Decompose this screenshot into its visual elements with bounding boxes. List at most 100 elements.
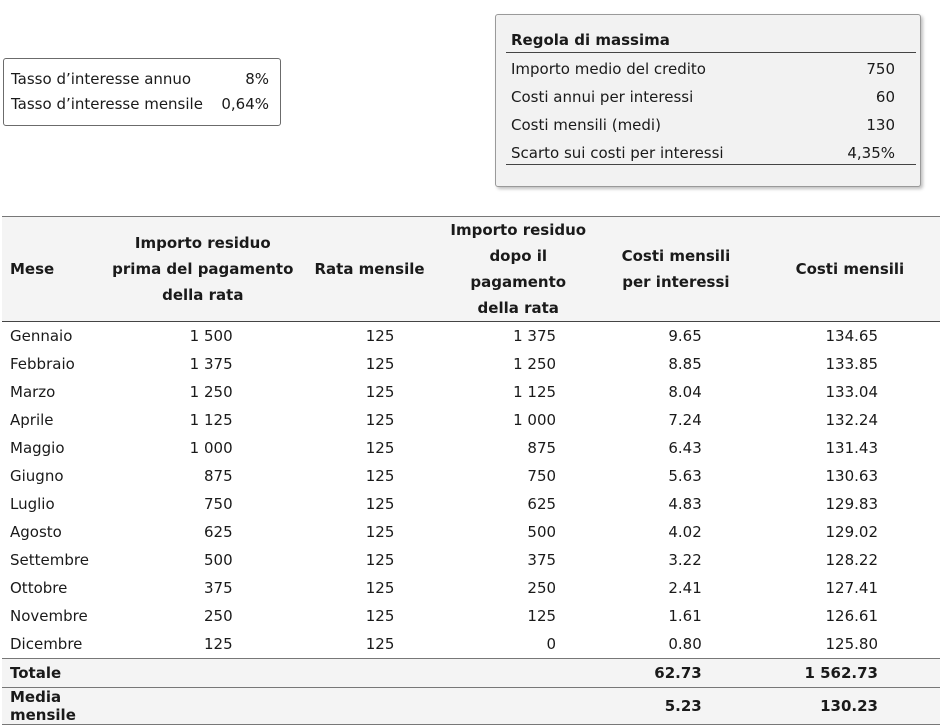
rule-row-label: Importo medio del credito bbox=[511, 60, 706, 78]
balance-before-cell: 1 500 bbox=[189, 327, 233, 345]
rule-row-value: 4,35% bbox=[847, 144, 895, 162]
interest-cell: 4.02 bbox=[668, 523, 702, 541]
balance-before-cell: 1 125 bbox=[189, 411, 233, 429]
costs-cell: 133.85 bbox=[825, 355, 879, 373]
balance-before-cell: 875 bbox=[203, 467, 233, 485]
average-row: Media mensile 5.23 130.23 bbox=[2, 687, 940, 725]
annual-rate-value: 8% bbox=[245, 70, 269, 88]
month-cell: Febbraio bbox=[10, 355, 75, 373]
table-row: Gennaio 1 500 125 1 375 9.65 134.65 bbox=[2, 322, 940, 351]
header-monthly-interest: Costi mensili per interessi bbox=[592, 216, 760, 322]
month-cell: Giugno bbox=[10, 467, 64, 485]
header-line: Costi mensili bbox=[795, 260, 905, 278]
balance-before-cell: 250 bbox=[203, 607, 233, 625]
interest-cell: 0.80 bbox=[668, 635, 702, 653]
monthly-rate-value: 0,64% bbox=[221, 95, 269, 113]
installment-cell: 125 bbox=[365, 327, 395, 345]
table-row: Maggio 1 000 125 875 6.43 131.43 bbox=[2, 434, 940, 462]
table-header-row: Mese Importo residuo prima del pagamento… bbox=[2, 216, 940, 322]
rule-row-value: 750 bbox=[866, 60, 895, 78]
month-cell: Settembre bbox=[10, 551, 89, 569]
interest-cell: 9.65 bbox=[668, 327, 702, 345]
interest-cell: 7.24 bbox=[668, 411, 702, 429]
total-empty bbox=[110, 658, 295, 688]
installment-cell: 125 bbox=[365, 355, 395, 373]
month-cell: Novembre bbox=[10, 607, 88, 625]
header-line: per interessi bbox=[622, 273, 730, 291]
header-line: Rata mensile bbox=[314, 260, 425, 278]
installment-cell: 125 bbox=[365, 607, 395, 625]
installment-cell: 125 bbox=[365, 635, 395, 653]
balance-after-cell: 1 000 bbox=[513, 411, 557, 429]
month-cell: Luglio bbox=[10, 495, 55, 513]
table-row: Marzo 1 250 125 1 125 8.04 133.04 bbox=[2, 378, 940, 406]
table-row: Novembre 250 125 125 1.61 126.61 bbox=[2, 602, 940, 630]
month-cell: Dicembre bbox=[10, 635, 83, 653]
month-cell: Ottobre bbox=[10, 579, 68, 597]
interest-cell: 2.41 bbox=[668, 579, 702, 597]
table-row: Aprile 1 125 125 1 000 7.24 132.24 bbox=[2, 406, 940, 434]
balance-before-cell: 1 375 bbox=[189, 355, 233, 373]
balance-after-cell: 125 bbox=[527, 607, 557, 625]
table-row: Ottobre 375 125 250 2.41 127.41 bbox=[2, 574, 940, 602]
costs-cell: 133.04 bbox=[825, 383, 879, 401]
interest-cell: 1.61 bbox=[668, 607, 702, 625]
header-monthly-costs: Costi mensili bbox=[759, 216, 940, 322]
rule-row-label: Scarto sui costi per interessi bbox=[511, 144, 724, 162]
costs-cell: 126.61 bbox=[825, 607, 879, 625]
installment-cell: 125 bbox=[365, 411, 395, 429]
balance-after-cell: 250 bbox=[527, 579, 557, 597]
rule-title-divider bbox=[506, 52, 916, 53]
interest-cell: 6.43 bbox=[668, 439, 702, 457]
balance-after-cell: 1 250 bbox=[513, 355, 557, 373]
balance-before-cell: 625 bbox=[203, 523, 233, 541]
month-cell: Aprile bbox=[10, 411, 54, 429]
average-interest: 5.23 bbox=[592, 687, 760, 725]
balance-after-cell: 625 bbox=[527, 495, 557, 513]
costs-cell: 129.83 bbox=[825, 495, 879, 513]
total-row: Totale 62.73 1 562.73 bbox=[2, 658, 940, 688]
costs-cell: 134.65 bbox=[825, 327, 879, 345]
rule-bottom-divider bbox=[506, 164, 916, 165]
balance-before-cell: 1 250 bbox=[189, 383, 233, 401]
loan-amortization-table: Mese Importo residuo prima del pagamento… bbox=[2, 216, 940, 725]
interest-cell: 8.85 bbox=[668, 355, 702, 373]
average-empty bbox=[110, 687, 295, 725]
interest-cell: 4.83 bbox=[668, 495, 702, 513]
month-cell: Marzo bbox=[10, 383, 56, 401]
total-costs: 1 562.73 bbox=[759, 658, 940, 688]
rule-row-value: 60 bbox=[875, 88, 895, 106]
rule-row: Scarto sui costi per interessi 4,35% bbox=[511, 143, 895, 163]
interest-cell: 8.04 bbox=[668, 383, 702, 401]
header-line: della rata bbox=[162, 286, 244, 304]
header-balance-before: Importo residuo prima del pagamento dell… bbox=[110, 216, 295, 322]
installment-cell: 125 bbox=[365, 467, 395, 485]
annual-rate-row: Tasso d’interesse annuo 8% bbox=[4, 67, 280, 92]
rule-of-thumb-box: Regola di massima Importo medio del cred… bbox=[495, 14, 921, 187]
rule-title: Regola di massima bbox=[511, 31, 670, 49]
balance-after-cell: 875 bbox=[527, 439, 557, 457]
header-line: Costi mensili bbox=[621, 247, 731, 265]
monthly-rate-row: Tasso d’interesse mensile 0,64% bbox=[4, 92, 280, 117]
monthly-rate-label: Tasso d’interesse mensile bbox=[11, 95, 203, 113]
average-label: Media mensile bbox=[2, 687, 111, 725]
installment-cell: 125 bbox=[365, 523, 395, 541]
table-row: Settembre 500 125 375 3.22 128.22 bbox=[2, 546, 940, 574]
balance-after-cell: 375 bbox=[527, 551, 557, 569]
installment-cell: 125 bbox=[365, 495, 395, 513]
balance-after-cell: 1 125 bbox=[513, 383, 557, 401]
interest-cell: 5.63 bbox=[668, 467, 702, 485]
costs-cell: 131.43 bbox=[825, 439, 879, 457]
header-line: Importo residuo bbox=[450, 221, 587, 239]
balance-after-cell: 500 bbox=[527, 523, 557, 541]
table-row: Luglio 750 125 625 4.83 129.83 bbox=[2, 490, 940, 518]
rule-row-value: 130 bbox=[866, 116, 895, 134]
table-row: Dicembre 125 125 0 0.80 125.80 bbox=[2, 630, 940, 659]
average-costs: 130.23 bbox=[759, 687, 940, 725]
balance-after-cell: 0 bbox=[546, 635, 557, 653]
costs-cell: 132.24 bbox=[825, 411, 879, 429]
installment-cell: 125 bbox=[365, 439, 395, 457]
costs-cell: 128.22 bbox=[825, 551, 879, 569]
rule-row: Costi annui per interessi 60 bbox=[511, 87, 895, 107]
table-row: Giugno 875 125 750 5.63 130.63 bbox=[2, 462, 940, 490]
